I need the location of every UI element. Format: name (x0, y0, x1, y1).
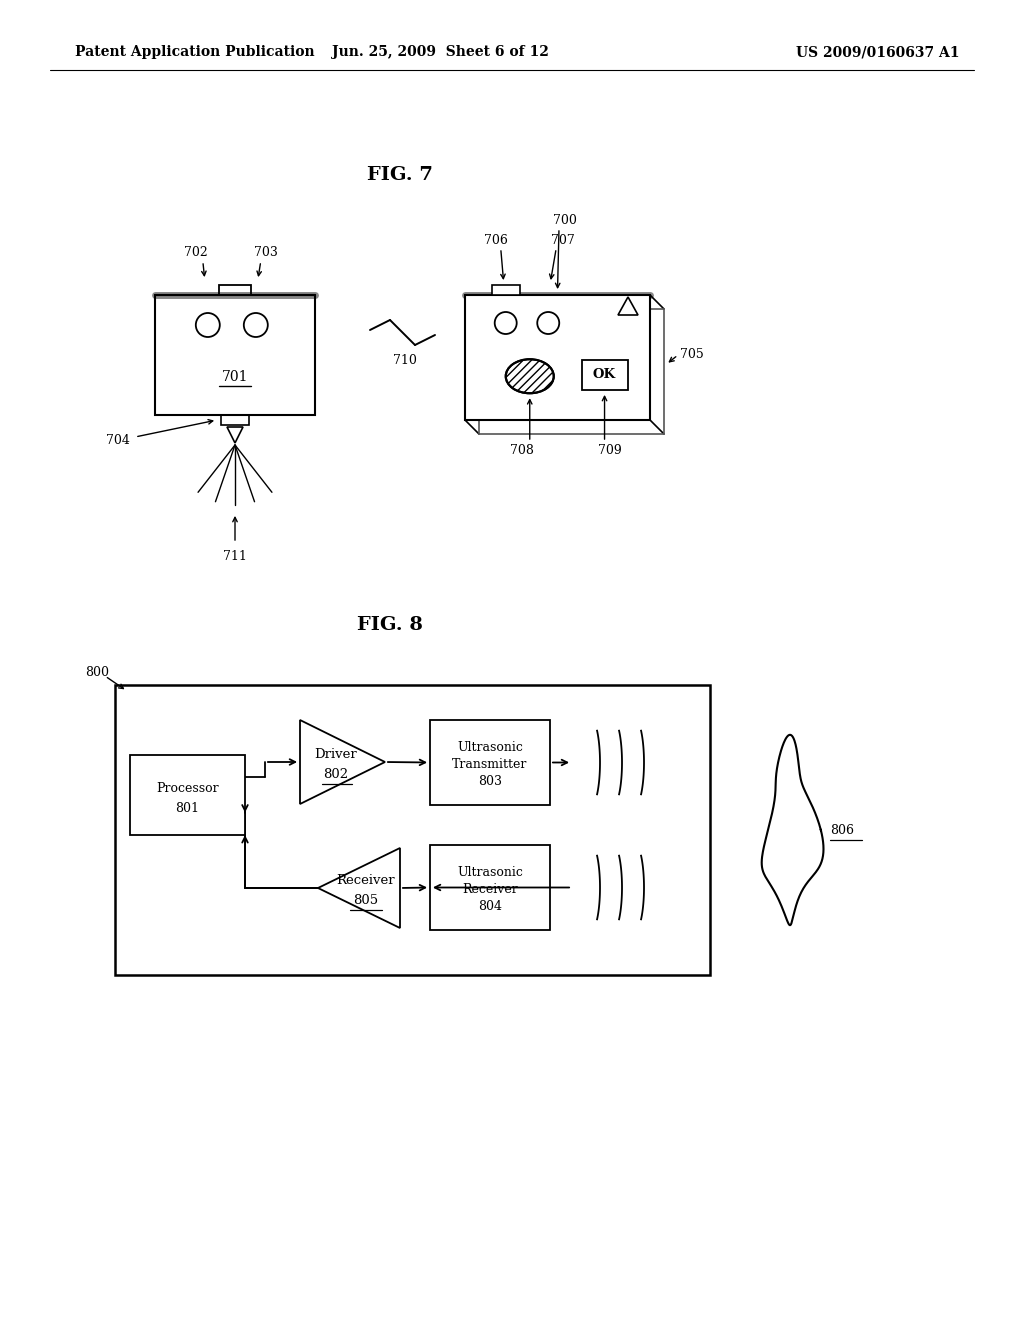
Text: 804: 804 (478, 900, 502, 912)
Text: Ultrasonic: Ultrasonic (457, 741, 523, 754)
Text: Driver: Driver (314, 747, 357, 760)
Text: US 2009/0160637 A1: US 2009/0160637 A1 (797, 45, 961, 59)
Text: Jun. 25, 2009  Sheet 6 of 12: Jun. 25, 2009 Sheet 6 of 12 (332, 45, 549, 59)
Text: Ultrasonic: Ultrasonic (457, 866, 523, 879)
Text: 700: 700 (553, 214, 577, 227)
Bar (465, 294, 650, 420)
Text: 802: 802 (324, 767, 348, 780)
Bar (430, 845, 550, 931)
Text: 701: 701 (222, 370, 248, 384)
Bar (130, 755, 245, 836)
Text: 711: 711 (223, 550, 247, 564)
Text: 801: 801 (175, 803, 200, 814)
Text: Receiver: Receiver (462, 883, 518, 896)
Ellipse shape (506, 359, 554, 393)
Bar (479, 309, 664, 434)
Text: FIG. 7: FIG. 7 (367, 166, 433, 183)
Text: 709: 709 (598, 444, 622, 457)
Text: Receiver: Receiver (337, 874, 395, 887)
Text: 705: 705 (680, 348, 703, 362)
Bar (430, 719, 550, 805)
Text: 805: 805 (353, 894, 379, 907)
Bar (155, 294, 315, 414)
Text: 710: 710 (393, 354, 417, 367)
Text: Transmitter: Transmitter (453, 758, 527, 771)
Bar (221, 414, 249, 425)
Text: 706: 706 (483, 234, 508, 247)
Bar (582, 360, 628, 389)
Text: 800: 800 (85, 665, 109, 678)
Bar (219, 285, 251, 294)
Text: 702: 702 (184, 247, 208, 260)
Text: OK: OK (593, 368, 616, 381)
Text: FIG. 8: FIG. 8 (357, 616, 423, 634)
Bar (115, 685, 710, 975)
Text: 703: 703 (254, 247, 278, 260)
Text: Patent Application Publication: Patent Application Publication (75, 45, 314, 59)
Text: 806: 806 (830, 824, 854, 837)
Text: 708: 708 (510, 444, 534, 457)
Text: 704: 704 (106, 433, 130, 446)
Text: 707: 707 (551, 234, 575, 247)
Text: Processor: Processor (157, 781, 219, 795)
Text: 803: 803 (478, 775, 502, 788)
Bar (492, 285, 520, 294)
